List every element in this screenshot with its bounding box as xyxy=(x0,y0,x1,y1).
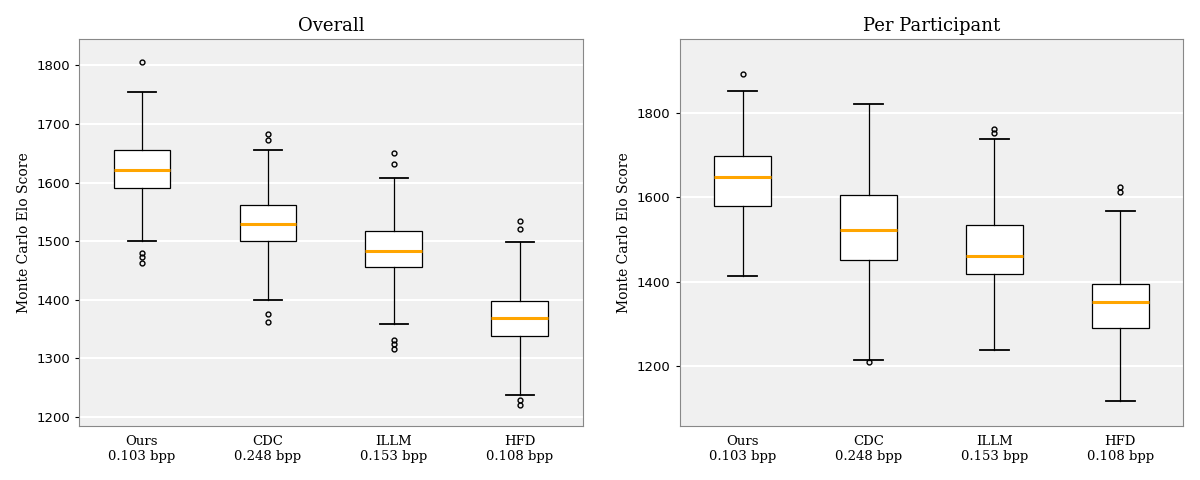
PathPatch shape xyxy=(114,150,170,188)
Y-axis label: Monte Carlo Elo Score: Monte Carlo Elo Score xyxy=(617,152,631,312)
PathPatch shape xyxy=(840,195,896,260)
PathPatch shape xyxy=(491,301,548,336)
Title: Overall: Overall xyxy=(298,17,364,35)
PathPatch shape xyxy=(714,156,770,206)
PathPatch shape xyxy=(366,231,422,267)
PathPatch shape xyxy=(966,225,1022,275)
Y-axis label: Monte Carlo Elo Score: Monte Carlo Elo Score xyxy=(17,152,31,312)
Title: Per Participant: Per Participant xyxy=(863,17,1000,35)
PathPatch shape xyxy=(1092,284,1148,327)
PathPatch shape xyxy=(240,205,296,241)
